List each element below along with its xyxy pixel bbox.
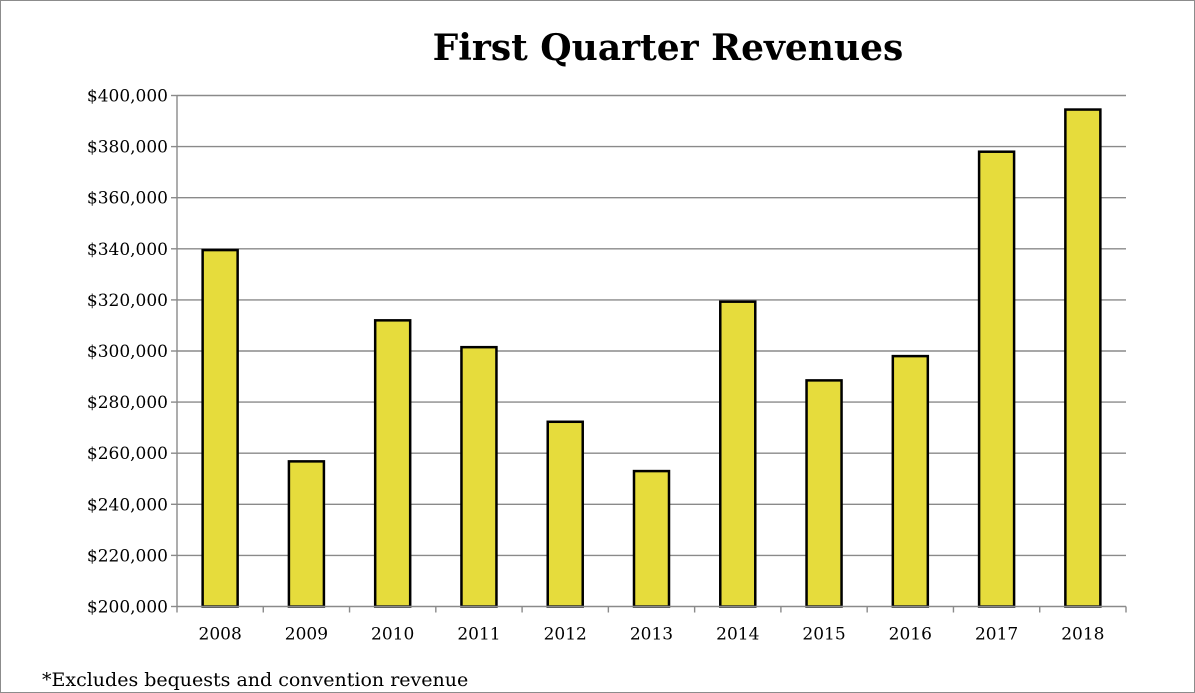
bars [201,108,1102,608]
y-tick-label: $300,000 [87,342,168,362]
x-tick-label: 2009 [285,625,328,645]
bar-2008 [201,248,239,608]
bar-2016 [891,354,930,608]
x-tick-label: 2012 [544,625,587,645]
y-tick-label: $360,000 [87,189,168,209]
y-tick-label: $240,000 [87,495,168,515]
bar-2017 [977,150,1016,608]
chart-footnote: *Excludes bequests and convention revenu… [42,669,468,691]
x-tick-label: 2015 [802,625,845,645]
bar-2018 [1064,108,1102,608]
x-tick-label: 2014 [716,625,759,645]
bar-2010 [373,319,412,608]
bar-2012 [546,420,584,608]
x-axis-tick-labels: 2008 2009 2010 2011 2012 2013 2014 2015 2016 2017… [199,625,1105,645]
chart-title: First Quarter Revenues [433,27,904,69]
bar-2015 [805,379,843,608]
y-axis-tick-labels: $200,000 $220,000 $240,000 $260,000 $280,000… [87,87,168,618]
y-tick-label: $400,000 [87,87,168,107]
y-tick-label: $220,000 [87,546,168,566]
bar-2013 [632,469,671,608]
y-tick-label: $340,000 [87,240,168,260]
axes [171,94,1127,613]
x-tick-label: 2010 [371,625,414,645]
y-tick-label: $320,000 [87,291,168,311]
x-tick-label: 2016 [889,625,932,645]
x-tick-label: 2017 [975,625,1018,645]
bar-2009 [287,460,326,608]
y-tick-label: $200,000 [87,598,168,618]
y-tick-label: $260,000 [87,444,168,464]
x-tick-label: 2018 [1061,625,1104,645]
y-tick-label: $380,000 [87,138,168,158]
x-tick-label: 2008 [199,625,242,645]
x-tick-label: 2013 [630,625,673,645]
gridlines [177,94,1126,557]
bar-2011 [460,345,498,608]
x-tick-label: 2011 [457,625,500,645]
bar-2014 [719,300,757,608]
y-tick-label: $280,000 [87,393,168,413]
